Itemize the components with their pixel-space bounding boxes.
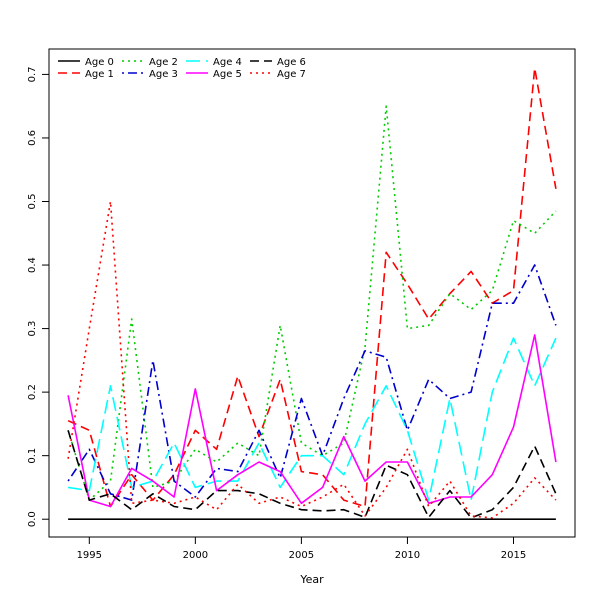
series-line-age-4	[67, 337, 557, 501]
series-line-age-3	[67, 264, 557, 501]
x-tick-label: 2015	[501, 550, 526, 561]
legend-label: Age 6	[277, 57, 306, 68]
y-tick-label: 0.7	[27, 66, 38, 82]
y-tick-label: 0.0	[27, 511, 38, 527]
legend-label: Age 5	[213, 69, 242, 80]
y-tick-label: 0.6	[27, 130, 38, 146]
series-layer	[67, 67, 557, 521]
x-tick-label: 1995	[77, 550, 102, 561]
legend-label: Age 0	[85, 57, 114, 68]
y-tick-label: 0.3	[27, 321, 38, 337]
legend-label: Age 7	[277, 69, 306, 80]
series-line-age-2	[67, 105, 557, 501]
x-axis: 1995 2000 2005 2010 2015	[77, 537, 526, 561]
y-axis: 0.0 0.1 0.2 0.3 0.4 0.5 0.6 0.7	[27, 66, 49, 527]
y-tick-label: 0.2	[27, 384, 38, 400]
x-tick-label: 2000	[183, 550, 208, 561]
legend-label: Age 4	[213, 57, 242, 68]
series-line-age-5	[67, 334, 557, 508]
x-tick-label: 2005	[289, 550, 314, 561]
legend-label: Age 1	[85, 69, 114, 80]
series-line-age-7	[67, 200, 557, 519]
plot-frame	[48, 48, 576, 538]
x-axis-label: Year	[299, 573, 324, 586]
legend-label: Age 2	[149, 57, 178, 68]
y-tick-label: 0.5	[27, 194, 38, 210]
y-tick-label: 0.1	[27, 448, 38, 464]
legend-label: Age 3	[149, 69, 178, 80]
x-tick-label: 2010	[395, 550, 420, 561]
y-tick-label: 0.4	[27, 257, 38, 273]
